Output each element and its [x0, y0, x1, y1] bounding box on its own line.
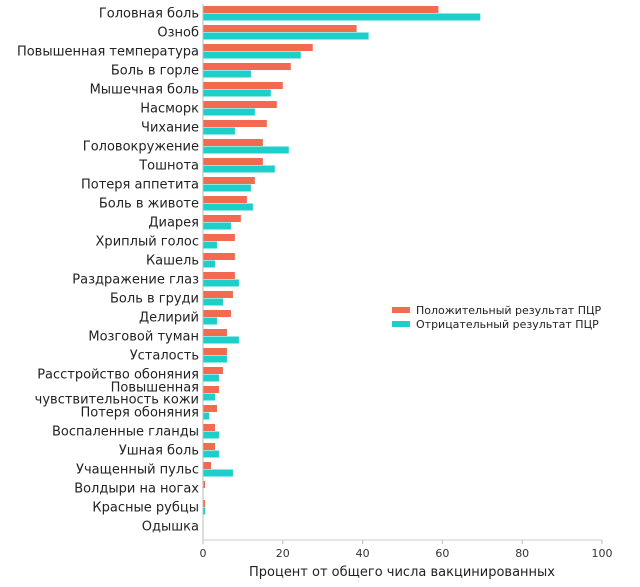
bar-positive: [203, 25, 357, 32]
category-label: Потеря обоняния: [80, 406, 199, 421]
bar-negative: [203, 222, 231, 230]
bars: [203, 6, 481, 515]
bar-positive: [203, 63, 291, 70]
bar-positive: [203, 253, 235, 260]
bar-negative: [203, 355, 227, 363]
category-label: Делирий: [139, 311, 199, 326]
category-label: Мышечная боль: [90, 83, 199, 98]
bar-negative: [203, 317, 217, 325]
x-tick-label: 20: [276, 547, 290, 560]
category-label: Учащенный пульс: [76, 463, 199, 478]
category-labels: Головная боль Озноб Повышенная температура…: [17, 7, 199, 535]
category-label: Чихание: [141, 121, 199, 136]
bar-positive: [203, 272, 235, 279]
bar-positive: [203, 386, 219, 393]
bar-positive: [203, 329, 227, 336]
bar-negative: [203, 260, 215, 268]
bar-negative: [203, 184, 251, 192]
bar-negative: [203, 507, 205, 515]
legend-label-positive: Положительный результат ПЦР: [416, 304, 602, 317]
bar-positive: [203, 443, 215, 450]
bar-negative: [203, 336, 239, 344]
category-label: Раздражение глаз: [72, 273, 199, 288]
bar-negative: [203, 108, 255, 116]
x-tick-label: 100: [592, 547, 613, 560]
legend-label-negative: Отрицательный результат ПЦР: [416, 318, 599, 331]
bar-negative: [203, 203, 253, 211]
bar-negative: [203, 469, 233, 477]
bar-negative: [203, 393, 215, 401]
bar-positive: [203, 120, 267, 127]
bar-negative: [203, 146, 289, 154]
bar-positive: [203, 405, 217, 412]
category-label: Тошнота: [138, 159, 199, 174]
bar-negative: [203, 13, 481, 21]
x-tick-label: 40: [356, 547, 370, 560]
category-label: Кашель: [146, 254, 199, 269]
bar-positive: [203, 367, 223, 374]
category-label: Озноб: [157, 26, 199, 41]
bar-negative: [203, 127, 235, 135]
category-label: Расстройство обоняния: [37, 368, 199, 383]
bar-positive: [203, 424, 215, 431]
x-axis-title: Процент от общего числа вакцинированных: [249, 565, 555, 580]
bar-negative: [203, 279, 239, 287]
category-label: Боль в животе: [99, 197, 199, 212]
category-label: Боль в горле: [111, 64, 199, 79]
bar-negative: [203, 241, 217, 249]
category-label: Головная боль: [99, 7, 199, 22]
bar-negative: [203, 89, 271, 97]
x-axis-ticks: 0 20 40 60 80 100: [200, 540, 613, 560]
category-label: Диарея: [148, 216, 199, 231]
bar-positive: [203, 101, 277, 108]
bar-negative: [203, 298, 223, 306]
bar-positive: [203, 44, 313, 51]
category-label: Воспаленные гланды: [52, 425, 199, 440]
bar-negative: [203, 450, 219, 458]
category-label: Красные рубцы: [92, 501, 199, 516]
bar-positive: [203, 348, 227, 355]
category-label: Одышка: [142, 520, 199, 535]
bar-negative: [203, 70, 251, 78]
bar-positive: [203, 6, 439, 13]
bar-negative: [203, 51, 301, 59]
bar-negative: [203, 165, 275, 173]
bar-positive: [203, 196, 247, 203]
bar-positive: [203, 82, 283, 89]
category-label: Повышенная температура: [17, 45, 199, 60]
category-label: Волдыри на ногах: [74, 482, 199, 497]
bar-positive: [203, 481, 205, 488]
bar-negative: [203, 32, 369, 40]
category-label: Мозговой туман: [88, 330, 199, 345]
category-label: Головокружение: [83, 140, 199, 155]
bar-positive: [203, 139, 263, 146]
category-label: Боль в груди: [110, 292, 199, 307]
category-label: Хриплый голос: [96, 235, 199, 250]
category-label: Ушная боль: [119, 444, 199, 459]
bar-positive: [203, 215, 241, 222]
legend-swatch-negative: [392, 321, 410, 327]
category-label: Повышенная чувствительность кожи: [35, 381, 199, 408]
x-tick-label: 80: [515, 547, 529, 560]
bar-positive: [203, 310, 231, 317]
category-label: Усталость: [130, 349, 199, 364]
legend-swatch-positive: [392, 307, 410, 313]
bar-negative: [203, 412, 209, 420]
bar-positive: [203, 500, 205, 507]
bar-positive: [203, 234, 235, 241]
bar-negative: [203, 374, 219, 382]
x-tick-label: 60: [435, 547, 449, 560]
legend: Положительный результат ПЦР Отрицательны…: [392, 304, 602, 331]
bar-positive: [203, 291, 233, 298]
category-label: Потеря аппетита: [81, 178, 199, 193]
bar-positive: [203, 177, 255, 184]
bar-positive: [203, 462, 211, 469]
category-label: Насморк: [140, 102, 199, 117]
bar-negative: [203, 431, 219, 439]
bar-positive: [203, 158, 263, 165]
x-tick-label: 0: [200, 547, 207, 560]
